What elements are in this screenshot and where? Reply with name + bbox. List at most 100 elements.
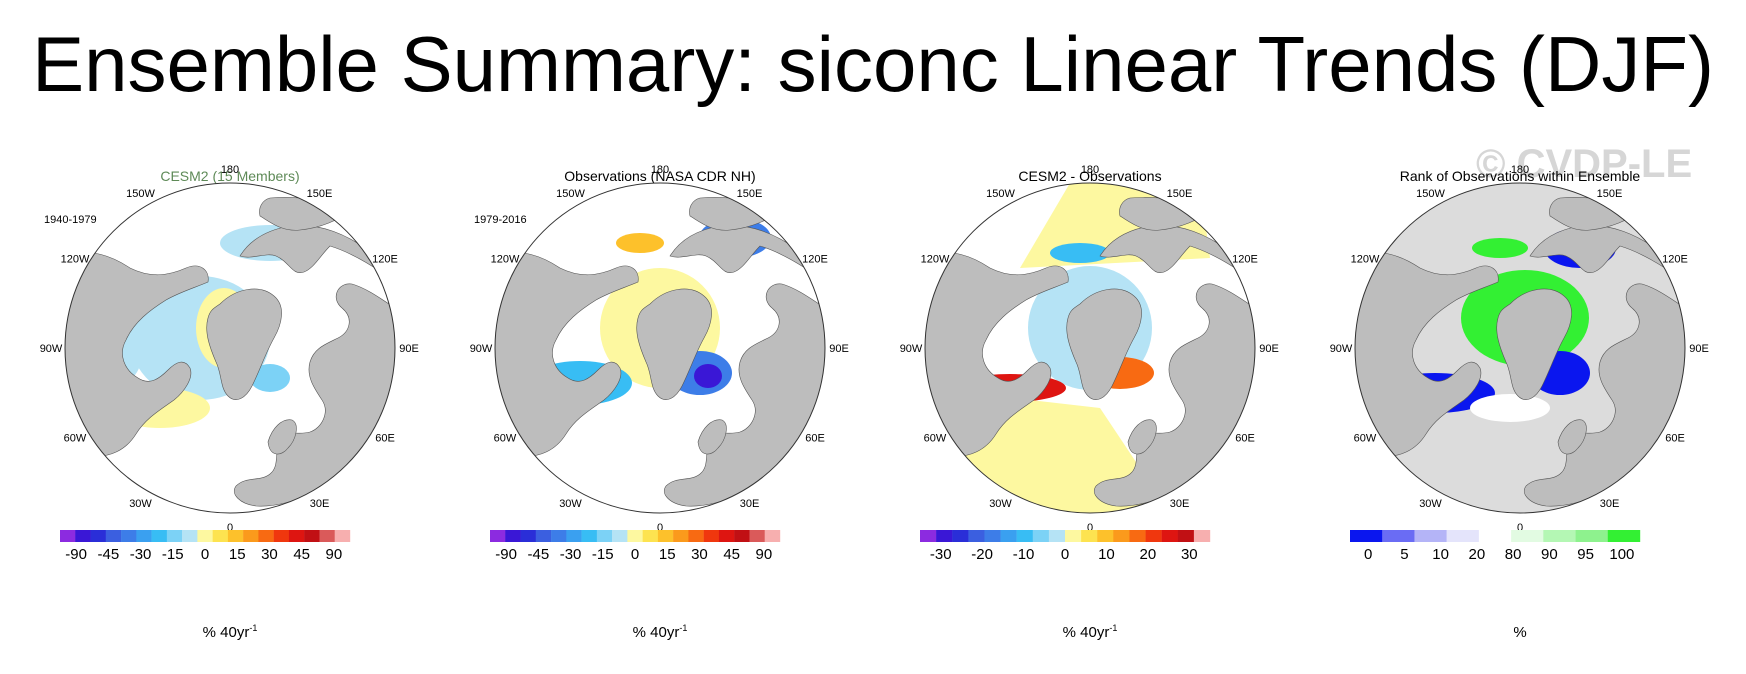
colorbar-segment	[581, 530, 598, 542]
colorbar-segment	[566, 530, 582, 542]
colorbar-tick-label: 90	[1541, 546, 1558, 563]
longitude-label: 90W	[470, 343, 493, 355]
longitude-label: 90E	[399, 343, 419, 355]
colorbar-tick-label: -30	[560, 546, 582, 563]
colorbar-tick-label: -10	[1013, 546, 1035, 563]
longitude-label: 30W	[989, 498, 1012, 510]
land-greenland	[206, 288, 282, 400]
colorbar-tick-label: -45	[527, 546, 549, 563]
units-sup: -1	[1109, 623, 1118, 633]
longitude-label: 30E	[740, 498, 760, 510]
colorbar-segment	[520, 530, 536, 542]
longitude-label: 0	[657, 522, 663, 534]
colorbar-segment	[1193, 530, 1211, 542]
colorbar-segment	[1129, 530, 1146, 542]
colorbar-tick-label: -45	[97, 546, 119, 563]
colorbar-segment	[1414, 530, 1447, 542]
colorbar-tick-label: 30	[261, 546, 278, 563]
colorbar-segment	[227, 530, 244, 542]
ice-trend-region	[694, 364, 722, 388]
land-scand	[267, 419, 297, 455]
land-scand	[1127, 419, 1157, 455]
longitude-label: 60W	[64, 433, 87, 445]
units-sup: -1	[679, 623, 688, 633]
colorbar-segment	[1607, 530, 1641, 542]
longitude-label: 30W	[559, 498, 582, 510]
colorbar-segment	[166, 530, 183, 542]
longitude-label: 120E	[372, 254, 398, 266]
longitude-label: 60W	[1354, 433, 1377, 445]
colorbar-segment	[197, 530, 213, 542]
colorbar-segment	[1081, 530, 1098, 542]
colorbar-tick-label: 0	[1061, 546, 1069, 563]
colorbar-segment	[718, 530, 735, 542]
units-text: % 40yr	[1062, 624, 1110, 641]
panel-cesm2-trend: CESM2 (15 Members) 1940-1979 180 150E 120E…	[30, 160, 430, 660]
longitude-label: 60E	[375, 433, 395, 445]
longitude-label: 30E	[1170, 498, 1190, 510]
ice-trend-region	[1470, 394, 1550, 422]
colorbar-segment	[90, 530, 106, 542]
colorbar-segment	[288, 530, 305, 542]
colorbar-segment	[1048, 530, 1066, 542]
colorbar-segment	[920, 530, 937, 542]
colorbar-tick-label: 5	[1400, 546, 1408, 563]
panel-title: Observations (NASA CDR NH)	[564, 168, 756, 184]
colorbar-segment	[75, 530, 91, 542]
colorbar-segment	[551, 530, 567, 542]
colorbar-segment	[334, 530, 351, 542]
colorbar-segment	[60, 530, 76, 542]
colorbar-tick-label: -30	[930, 546, 952, 563]
colorbar-segment	[319, 530, 335, 542]
ice-trend-region	[1050, 243, 1110, 263]
land-scand	[1557, 419, 1587, 455]
land-mask	[65, 197, 395, 507]
colorbar-tick-label: -30	[130, 546, 152, 563]
colorbar-segment	[1177, 530, 1195, 542]
colorbar: -90 -45 -30 -15 0 15 30 45 90	[490, 530, 781, 563]
colorbar-tick-label: -15	[592, 546, 614, 563]
longitude-label: 30E	[1600, 498, 1620, 510]
longitude-label: 60W	[924, 433, 947, 445]
longitude-label: 90W	[1330, 343, 1353, 355]
colorbar: 0 5 10 20 80 90 95 100	[1350, 530, 1641, 563]
ice-trend-region	[1472, 238, 1528, 258]
longitude-label: 120W	[921, 254, 950, 266]
colorbar-segment	[151, 530, 168, 542]
colorbar-tick-label: 0	[1364, 546, 1372, 563]
longitude-label: 150E	[307, 188, 333, 200]
colorbar-units: %	[1320, 623, 1720, 641]
units-text: %	[1513, 624, 1527, 641]
map-border	[924, 182, 1256, 514]
colorbar-tick-label: 0	[201, 546, 209, 563]
panel-rank: Rank of Observations within Ensemble 180…	[1320, 160, 1720, 660]
colorbar-segment	[1478, 530, 1512, 542]
panel-title: Rank of Observations within Ensemble	[1399, 168, 1641, 184]
colorbar-segment	[136, 530, 152, 542]
colorbar-segment	[1097, 530, 1114, 542]
longitude-label: 120E	[1232, 254, 1258, 266]
colorbar-segment	[968, 530, 985, 542]
colorbar-units: % 40yr-1	[30, 623, 430, 641]
colorbar-segment	[1016, 530, 1033, 542]
panel-title: CESM2 - Observations	[1018, 168, 1162, 184]
colorbar-tick-label: 80	[1505, 546, 1522, 563]
longitude-label: 120W	[491, 254, 520, 266]
land-scand	[697, 419, 727, 455]
longitude-label: 90E	[1689, 343, 1709, 355]
colorbar-segment	[304, 530, 320, 542]
land-greenland	[1066, 288, 1142, 400]
watermark: © CVDP-LE	[1476, 142, 1693, 186]
colorbar-segment	[258, 530, 274, 542]
period-label: 1979-2016	[474, 214, 527, 226]
longitude-label: 150W	[556, 188, 585, 200]
longitude-label: 30W	[129, 498, 152, 510]
colorbar-segment	[1161, 530, 1178, 542]
land-greenland	[636, 288, 712, 400]
colorbar-segment	[764, 530, 781, 542]
colorbar-segment	[182, 530, 198, 542]
longitude-label: 150W	[1416, 188, 1445, 200]
polar-map: 180 150E 120E 90E 60E 30E 0 30W 60W 90W 120W 150W -3…	[900, 164, 1279, 563]
colorbar-tick-label: -90	[65, 546, 87, 563]
colorbar-segment	[243, 530, 259, 542]
